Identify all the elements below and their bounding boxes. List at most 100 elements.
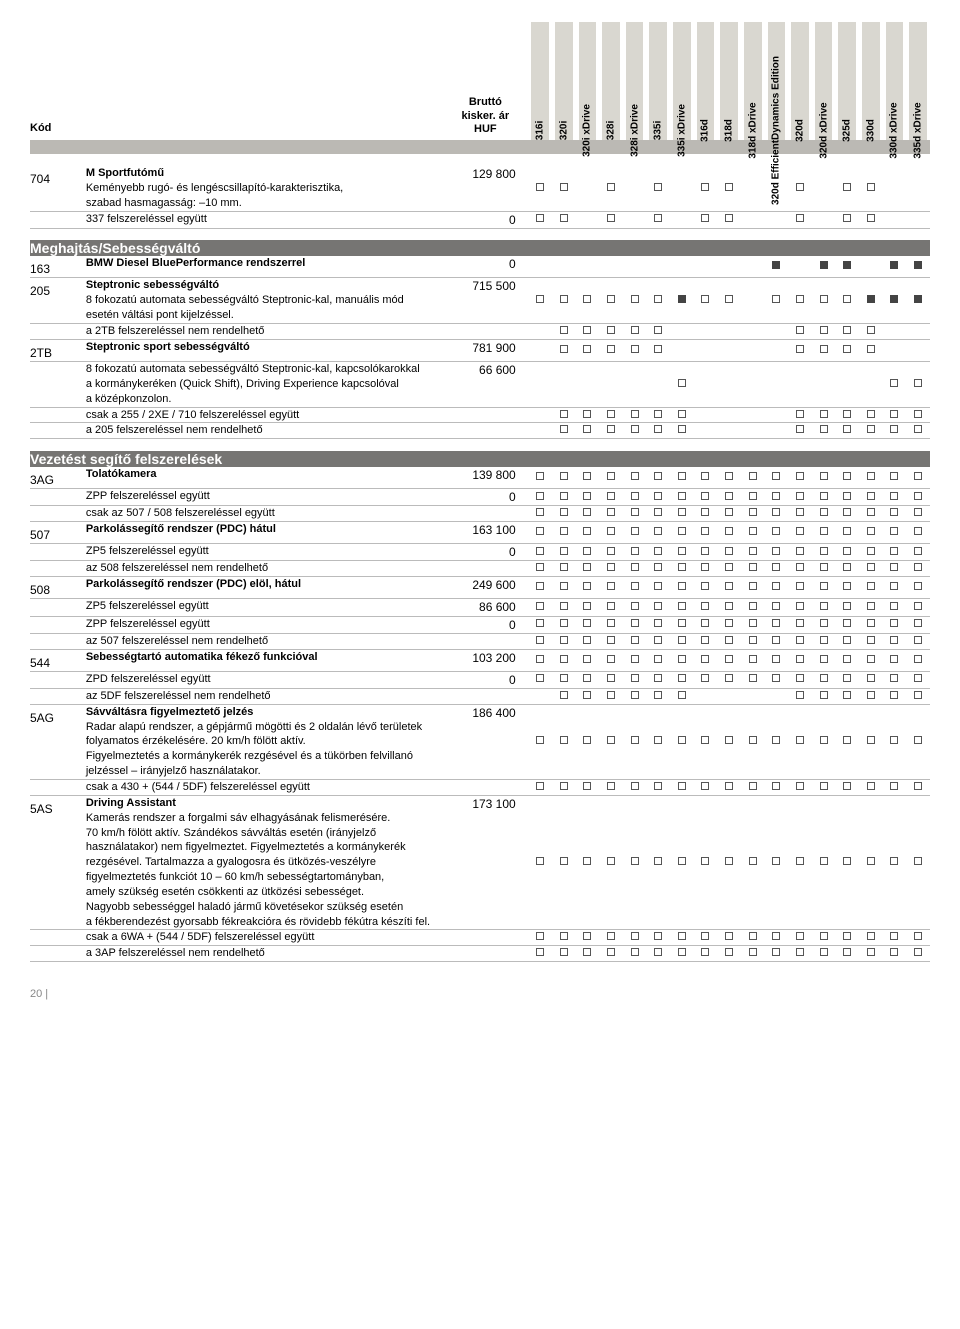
open-square-icon — [536, 619, 544, 627]
marker-cell — [859, 649, 883, 671]
price-cell: 186 400 — [451, 704, 520, 779]
description-cell: csak a 255 / 2XE / 710 felszereléssel eg… — [86, 407, 451, 423]
open-square-icon — [914, 948, 922, 956]
marker-cell — [694, 256, 718, 278]
open-square-icon — [560, 674, 568, 682]
open-square-icon — [796, 295, 804, 303]
marker-cell — [694, 361, 718, 407]
marker-cell — [646, 795, 670, 930]
open-square-icon — [867, 932, 875, 940]
open-square-icon — [772, 782, 780, 790]
marker-cell — [788, 671, 812, 688]
marker-cell — [670, 488, 694, 505]
open-square-icon — [843, 674, 851, 682]
open-square-icon — [583, 602, 591, 610]
open-square-icon — [583, 636, 591, 644]
code-cell: 704 — [30, 166, 86, 211]
open-square-icon — [583, 425, 591, 433]
open-square-icon — [820, 345, 828, 353]
marker-cell — [670, 278, 694, 324]
item-title: Parkolássegítő rendszer (PDC) hátul — [86, 523, 276, 535]
marker-cell — [694, 488, 718, 505]
marker-cell — [741, 616, 765, 633]
marker-cell — [788, 930, 812, 946]
marker-cell — [717, 407, 741, 423]
open-square-icon — [560, 948, 568, 956]
code-cell — [30, 633, 86, 649]
marker-cell — [599, 423, 623, 439]
marker-cell — [646, 577, 670, 599]
open-square-icon — [607, 674, 615, 682]
open-square-icon — [820, 691, 828, 699]
description-cell: BMW Diesel BluePerformance rendszerrel — [86, 256, 451, 278]
open-square-icon — [820, 619, 828, 627]
open-square-icon — [607, 691, 615, 699]
open-square-icon — [654, 183, 662, 191]
marker-cell — [599, 278, 623, 324]
open-square-icon — [867, 619, 875, 627]
marker-cell — [812, 577, 836, 599]
marker-cell — [812, 688, 836, 704]
open-square-icon — [678, 527, 686, 535]
marker-cell — [670, 577, 694, 599]
marker-cell — [670, 211, 694, 228]
marker-cell — [835, 577, 859, 599]
open-square-icon — [583, 547, 591, 555]
open-square-icon — [631, 736, 639, 744]
marker-cell — [670, 361, 694, 407]
open-square-icon — [631, 547, 639, 555]
marker-cell — [835, 323, 859, 339]
item-title: Sebességtartó automatika fékező funkcióv… — [86, 651, 318, 663]
open-square-icon — [820, 547, 828, 555]
marker-cell — [528, 323, 552, 339]
open-square-icon — [725, 736, 733, 744]
marker-cell — [599, 779, 623, 795]
open-square-icon — [843, 563, 851, 571]
marker-cell — [552, 256, 576, 278]
marker-cell — [694, 544, 718, 561]
marker-cell — [835, 616, 859, 633]
marker-cell — [694, 779, 718, 795]
open-square-icon — [607, 527, 615, 535]
marker-cell — [552, 616, 576, 633]
marker-cell — [859, 361, 883, 407]
marker-cell — [623, 544, 647, 561]
open-square-icon — [560, 425, 568, 433]
marker-cell — [812, 467, 836, 489]
marker-cell — [717, 561, 741, 577]
marker-cell — [528, 423, 552, 439]
filled-square-icon — [890, 295, 898, 303]
marker-cell — [883, 577, 907, 599]
marker-cell — [623, 506, 647, 522]
marker-cell — [835, 649, 859, 671]
open-square-icon — [914, 602, 922, 610]
marker-cell — [788, 211, 812, 228]
open-square-icon — [560, 655, 568, 663]
marker-cell — [599, 616, 623, 633]
marker-cell — [694, 671, 718, 688]
marker-cell — [552, 633, 576, 649]
price-cell — [451, 506, 520, 522]
marker-cell — [528, 704, 552, 779]
open-square-icon — [867, 857, 875, 865]
marker-cell — [835, 407, 859, 423]
open-square-icon — [772, 674, 780, 682]
marker-cell — [599, 930, 623, 946]
open-square-icon — [867, 345, 875, 353]
open-square-icon — [890, 547, 898, 555]
description-cell: Tolatókamera — [86, 467, 451, 489]
open-square-icon — [867, 602, 875, 610]
marker-cell — [859, 688, 883, 704]
price-cell: 781 900 — [451, 339, 520, 361]
open-square-icon — [796, 508, 804, 516]
marker-cell — [528, 361, 552, 407]
marker-cell — [835, 561, 859, 577]
marker-cell — [765, 323, 789, 339]
open-square-icon — [749, 602, 757, 610]
marker-cell — [788, 616, 812, 633]
marker-cell — [883, 211, 907, 228]
price-cell — [451, 930, 520, 946]
marker-cell — [623, 278, 647, 324]
model-col-2: 320i xDrive — [576, 20, 600, 140]
open-square-icon — [701, 782, 709, 790]
